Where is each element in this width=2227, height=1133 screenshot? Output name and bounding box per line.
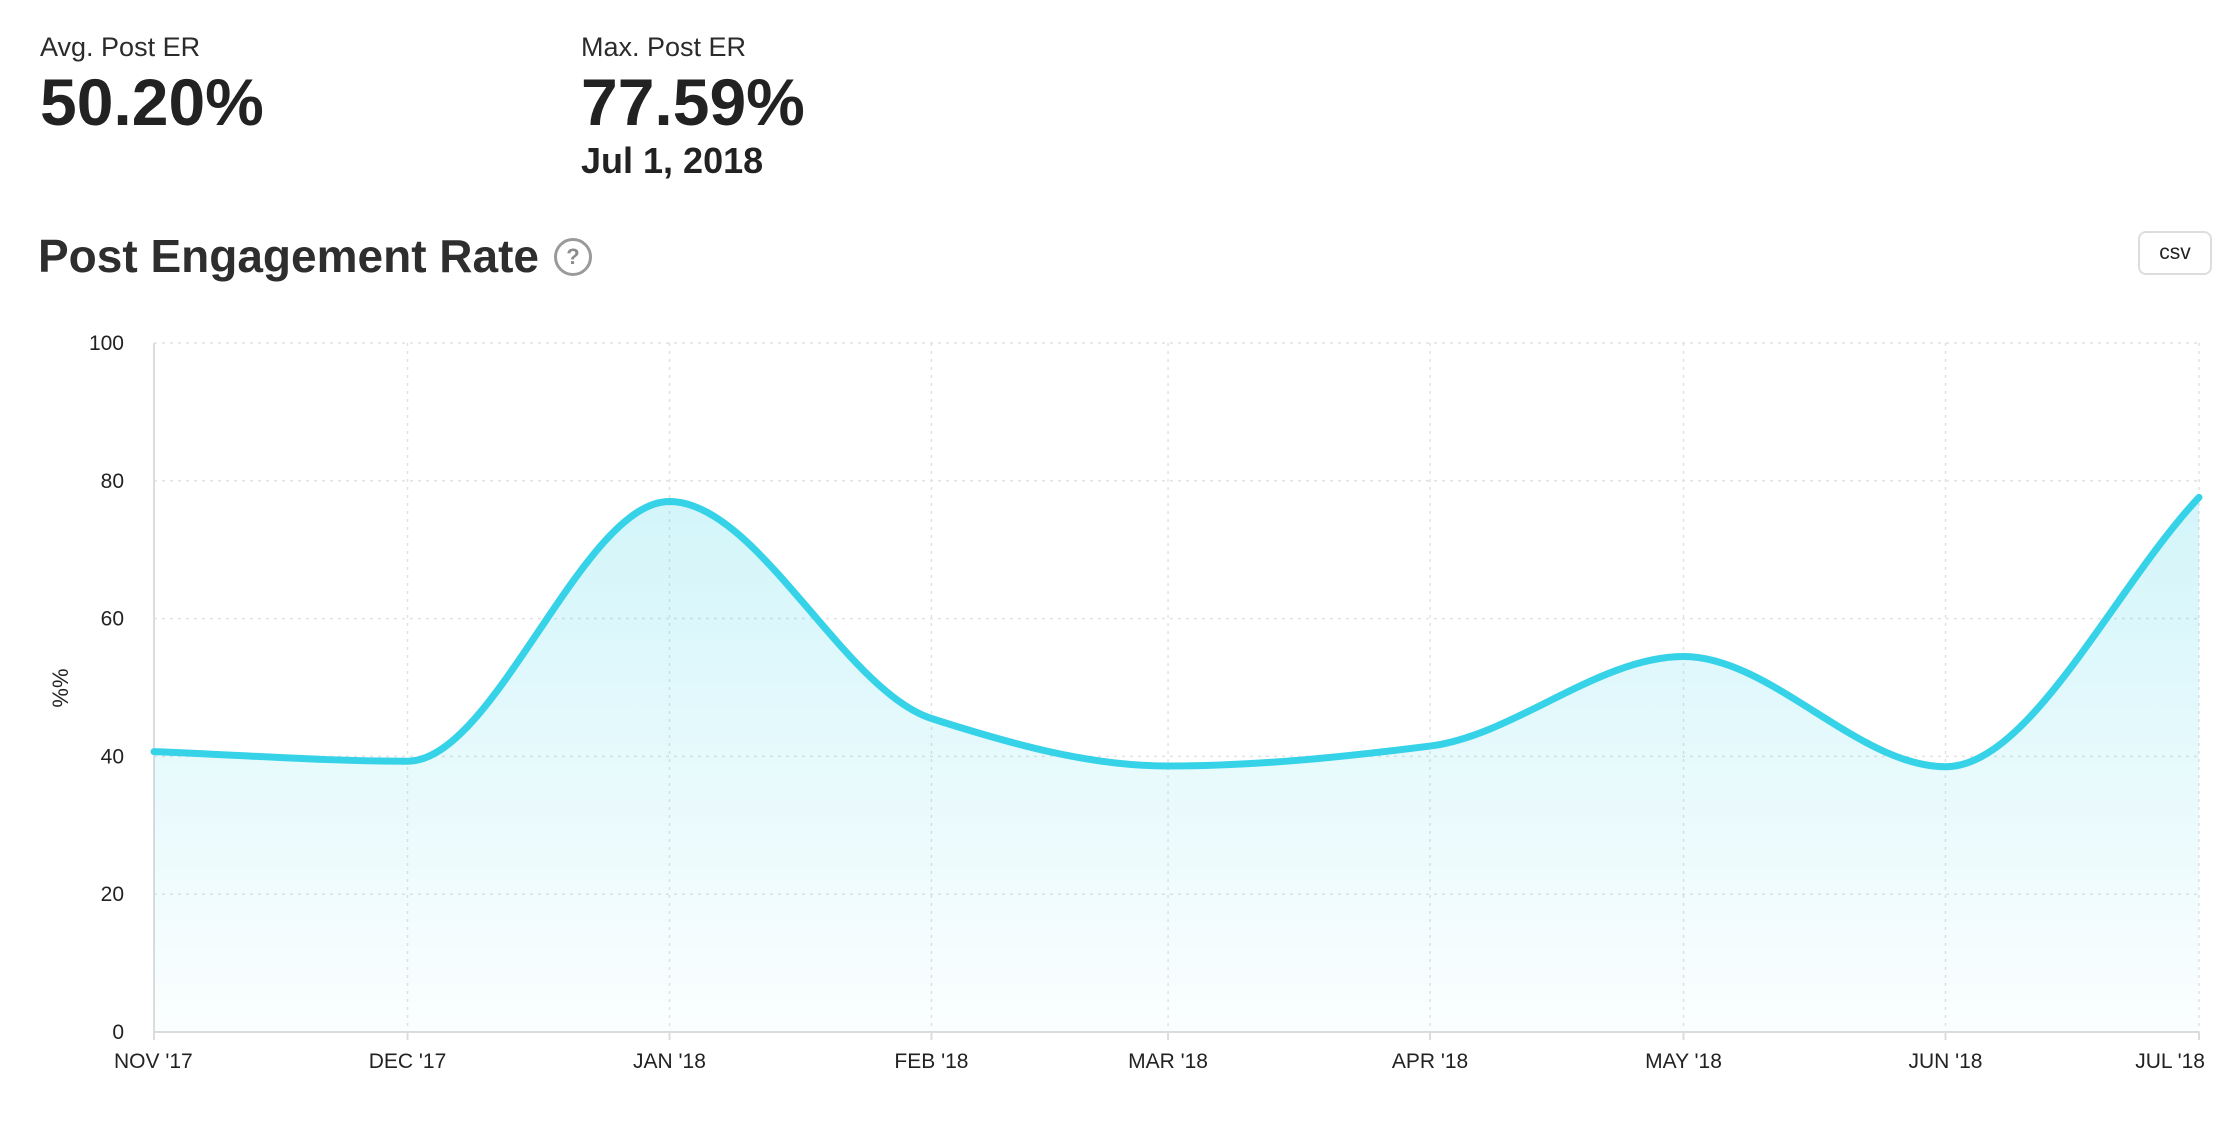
y-tick-labels: 0 20 40 60 80 100 <box>89 332 124 1044</box>
avg-post-er-value: 50.20% <box>40 65 264 139</box>
x-tick-label-8: JUL '18 <box>2135 1050 2205 1073</box>
series-line <box>150 493 2203 771</box>
max-post-er-value: 77.59% <box>581 65 805 139</box>
y-tick-label-1: 20 <box>101 883 124 906</box>
max-post-er-stat: Max. Post ER 77.59% Jul 1, 2018 <box>581 30 805 182</box>
question-circle-icon[interactable]: ? <box>554 238 592 276</box>
y-tick-label-0: 0 <box>112 1021 124 1044</box>
y-axis-title: %% <box>48 668 73 707</box>
data-point-5 <box>1426 742 1434 750</box>
data-point-7 <box>1941 763 1949 771</box>
y-tick-label-5: 100 <box>89 332 124 355</box>
x-tick-label-4: MAR '18 <box>1128 1050 1208 1073</box>
data-point-0 <box>150 748 158 756</box>
x-tick-label-6: MAY '18 <box>1645 1050 1722 1073</box>
data-points <box>150 493 2203 770</box>
x-tick-label-3: FEB '18 <box>894 1050 968 1073</box>
data-point-2 <box>665 497 673 505</box>
max-post-er-date: Jul 1, 2018 <box>581 140 764 181</box>
x-tick-label-1: DEC '17 <box>369 1050 447 1073</box>
y-tick-label-3: 60 <box>101 608 124 631</box>
x-tick-label-7: JUN '18 <box>1908 1050 1982 1073</box>
data-point-4 <box>1164 762 1172 770</box>
data-point-3 <box>927 715 935 723</box>
y-tick-label-4: 80 <box>101 470 124 493</box>
data-point-1 <box>404 757 412 765</box>
x-tick-label-2: JAN '18 <box>633 1050 706 1073</box>
y-tick-label-2: 40 <box>101 745 124 768</box>
avg-post-er-label: Avg. Post ER <box>40 32 201 62</box>
series-area <box>154 497 2199 1032</box>
avg-post-er-stat: Avg. Post ER 50.20% <box>40 30 264 138</box>
csv-export-button[interactable]: csv <box>2138 231 2212 275</box>
data-point-6 <box>1680 652 1688 660</box>
section-title: Post Engagement Rate <box>38 230 539 282</box>
data-point-8 <box>2195 493 2203 501</box>
max-post-er-label: Max. Post ER <box>581 32 747 62</box>
x-tick-labels: NOV '17 DEC '17 JAN '18 FEB '18 MAR '18 APR '… <box>114 1050 2205 1073</box>
x-tick-label-5: APR '18 <box>1392 1050 1468 1073</box>
x-tick-label-0: NOV '17 <box>114 1050 193 1073</box>
